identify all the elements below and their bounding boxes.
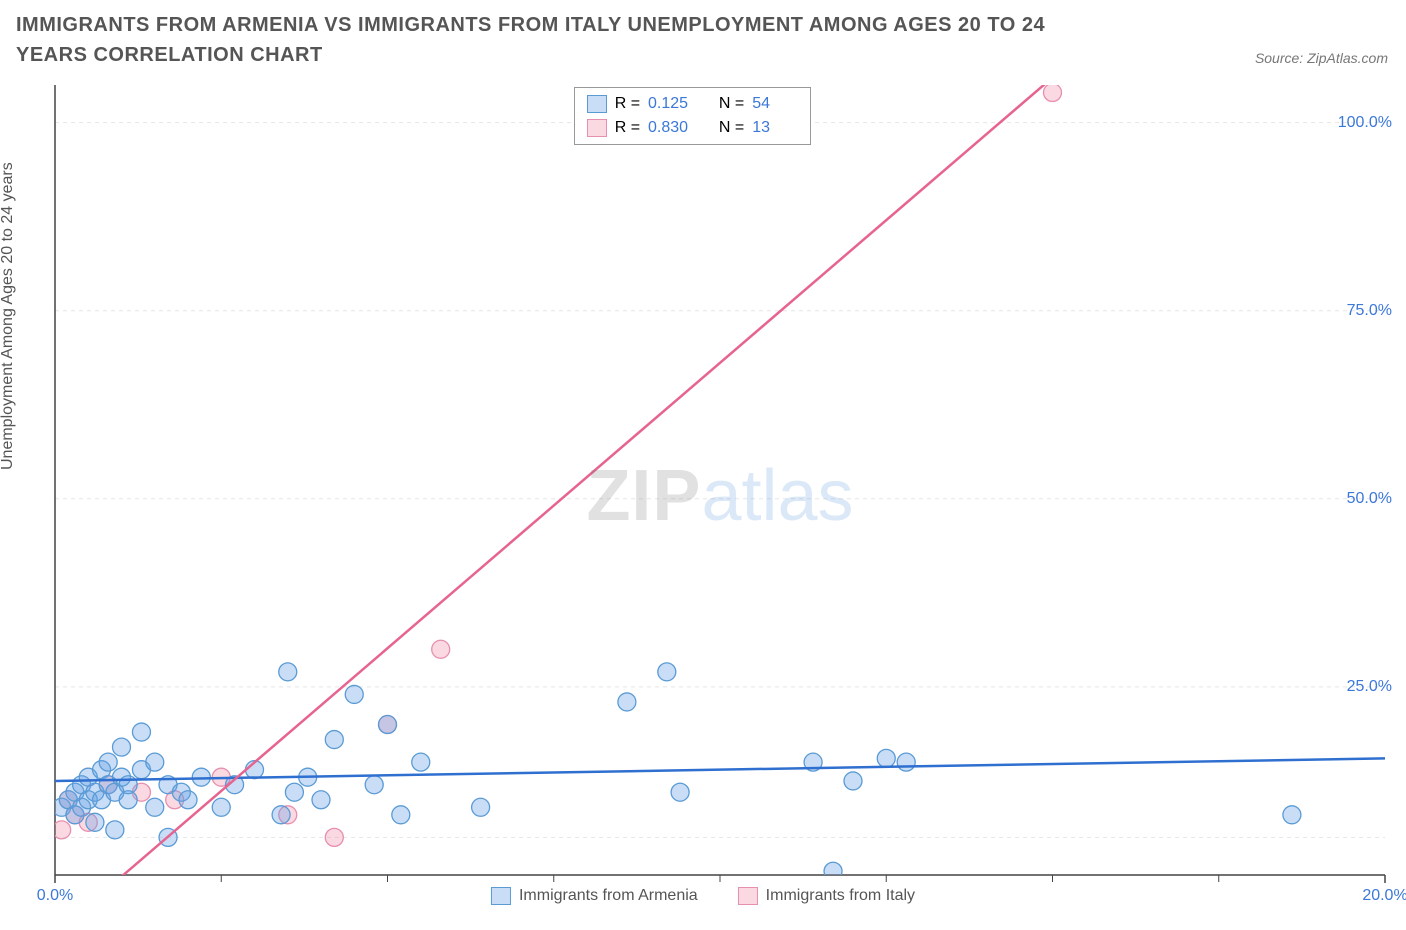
stats-r-b: 0.830 bbox=[648, 116, 694, 140]
legend-label-armenia: Immigrants from Armenia bbox=[519, 887, 698, 905]
swatch-armenia bbox=[587, 95, 607, 113]
y-tick-label: 25.0% bbox=[1347, 678, 1392, 696]
x-tick-label: 20.0% bbox=[1362, 887, 1406, 905]
y-tick-label: 75.0% bbox=[1347, 302, 1392, 320]
stats-row-a: R = 0.125 N = 54 bbox=[587, 92, 799, 116]
stats-n-label: N = bbox=[719, 116, 744, 140]
stats-n-label: N = bbox=[719, 92, 744, 116]
stats-r-label: R = bbox=[615, 92, 640, 116]
stats-box: R = 0.125 N = 54 R = 0.830 N = 13 bbox=[574, 87, 812, 145]
y-tick-label: 50.0% bbox=[1347, 490, 1392, 508]
stats-r-a: 0.125 bbox=[648, 92, 694, 116]
y-tick-label: 100.0% bbox=[1338, 114, 1392, 132]
legend-item-armenia: Immigrants from Armenia bbox=[491, 887, 698, 905]
stats-n-a: 54 bbox=[752, 92, 798, 116]
bottom-legend: Immigrants from Armenia Immigrants from … bbox=[491, 887, 915, 905]
legend-swatch-italy bbox=[738, 887, 758, 905]
legend-label-italy: Immigrants from Italy bbox=[766, 887, 915, 905]
stats-r-label: R = bbox=[615, 116, 640, 140]
legend-swatch-armenia bbox=[491, 887, 511, 905]
swatch-italy bbox=[587, 119, 607, 137]
legend-item-italy: Immigrants from Italy bbox=[738, 887, 915, 905]
x-tick-label: 0.0% bbox=[37, 887, 73, 905]
stats-n-b: 13 bbox=[752, 116, 798, 140]
stats-row-b: R = 0.830 N = 13 bbox=[587, 116, 799, 140]
